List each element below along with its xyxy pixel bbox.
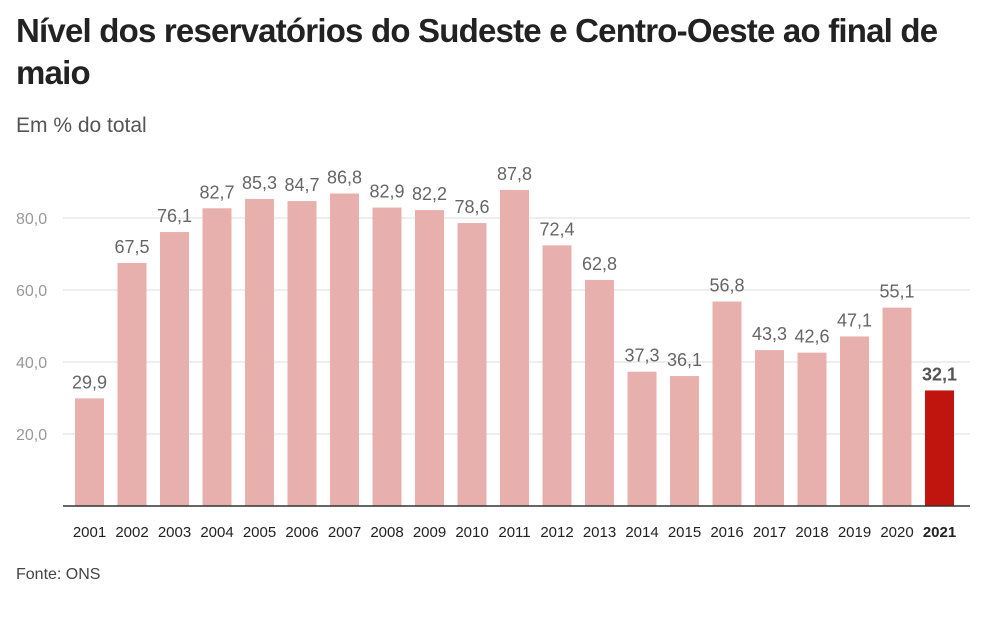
x-tick-label: 2010 (455, 524, 488, 541)
bar-value-label: 62,8 (582, 254, 617, 274)
chart-title: Nível dos reservatórios do Sudeste e Cen… (16, 12, 938, 91)
x-tick-label: 2019 (838, 524, 871, 541)
bar (882, 307, 912, 506)
x-tick-label: 2014 (625, 524, 658, 541)
bars (75, 189, 954, 507)
x-axis-labels: 2001 2002 2003 2004 2005 2006 2007 2008 2009 2010… (73, 524, 956, 541)
bar (287, 201, 317, 506)
x-tick-label: 2017 (753, 524, 786, 541)
bar (755, 350, 784, 506)
bar-value-label: 47,1 (837, 310, 872, 330)
bar (372, 207, 402, 506)
value-labels: 29,9 67,5 76,1 82,7 85,3 84,7 86,8 82,9 82,2 78,6… (72, 164, 957, 392)
x-tick-label: 2003 (158, 524, 191, 541)
y-tick-label: 40,0 (16, 355, 47, 372)
bar (797, 352, 827, 506)
bar-value-label: 82,7 (199, 182, 234, 202)
bar (415, 210, 444, 506)
bar-value-label: 29,9 (72, 372, 107, 392)
x-tick-label: 2008 (370, 524, 403, 541)
x-tick-label: 2006 (285, 524, 318, 541)
bar (542, 245, 572, 507)
bar (117, 263, 147, 506)
bar-value-label: 36,1 (667, 350, 702, 370)
x-tick-label: 2020 (880, 524, 913, 541)
bar (75, 398, 104, 506)
bar (330, 193, 359, 506)
x-tick-label: 2004 (200, 524, 233, 541)
bar (712, 301, 742, 506)
bar-value-label: 84,7 (284, 175, 319, 195)
bar-value-label: 72,4 (539, 219, 574, 239)
y-tick-label: 80,0 (16, 211, 47, 228)
bar-value-label: 43,3 (752, 324, 787, 344)
bar-value-label: 56,8 (709, 276, 744, 296)
x-tick-label: 2011 (498, 524, 530, 541)
bar-value-label: 82,9 (369, 182, 404, 202)
bar (245, 198, 274, 507)
bar-value-label: 32,1 (922, 364, 957, 384)
x-tick-label: 2012 (540, 524, 573, 541)
chart-subtitle: Em % do total (16, 114, 147, 137)
bar (457, 223, 487, 507)
bar (670, 376, 699, 506)
bar (627, 371, 657, 506)
y-axis-ticks: 20,0 40,0 60,0 80,0 (16, 211, 47, 444)
bar-highlight (925, 390, 954, 506)
bar-value-label: 82,2 (412, 184, 447, 204)
bar (160, 232, 189, 507)
source-note: Fonte: ONS (16, 566, 101, 583)
bar-value-label: 55,1 (879, 282, 914, 302)
x-tick-label: 2013 (583, 524, 616, 541)
bar (585, 279, 614, 506)
bar-value-label: 37,3 (624, 346, 659, 366)
x-tick-label: 2005 (243, 524, 276, 541)
y-tick-label: 20,0 (16, 427, 47, 444)
x-tick-label: 2018 (795, 524, 828, 541)
bar (202, 208, 232, 506)
bar-value-label: 42,6 (794, 327, 829, 347)
x-tick-label: 2021 (923, 524, 956, 541)
x-tick-label: 2015 (668, 524, 701, 541)
y-tick-label: 60,0 (16, 283, 47, 300)
x-tick-label: 2016 (710, 524, 743, 541)
x-tick-label: 2007 (328, 524, 361, 541)
bar-value-label: 87,8 (497, 164, 532, 184)
bar (500, 189, 529, 507)
bar (840, 336, 869, 506)
x-tick-label: 2001 (73, 524, 106, 541)
x-tick-label: 2002 (115, 524, 148, 541)
bar-value-label: 86,8 (327, 168, 362, 188)
x-tick-label: 2009 (413, 524, 446, 541)
bar-value-label: 76,1 (157, 206, 192, 226)
bar-value-label: 85,3 (242, 173, 277, 193)
bar-value-label: 78,6 (454, 197, 489, 217)
bar-value-label: 67,5 (114, 237, 149, 257)
